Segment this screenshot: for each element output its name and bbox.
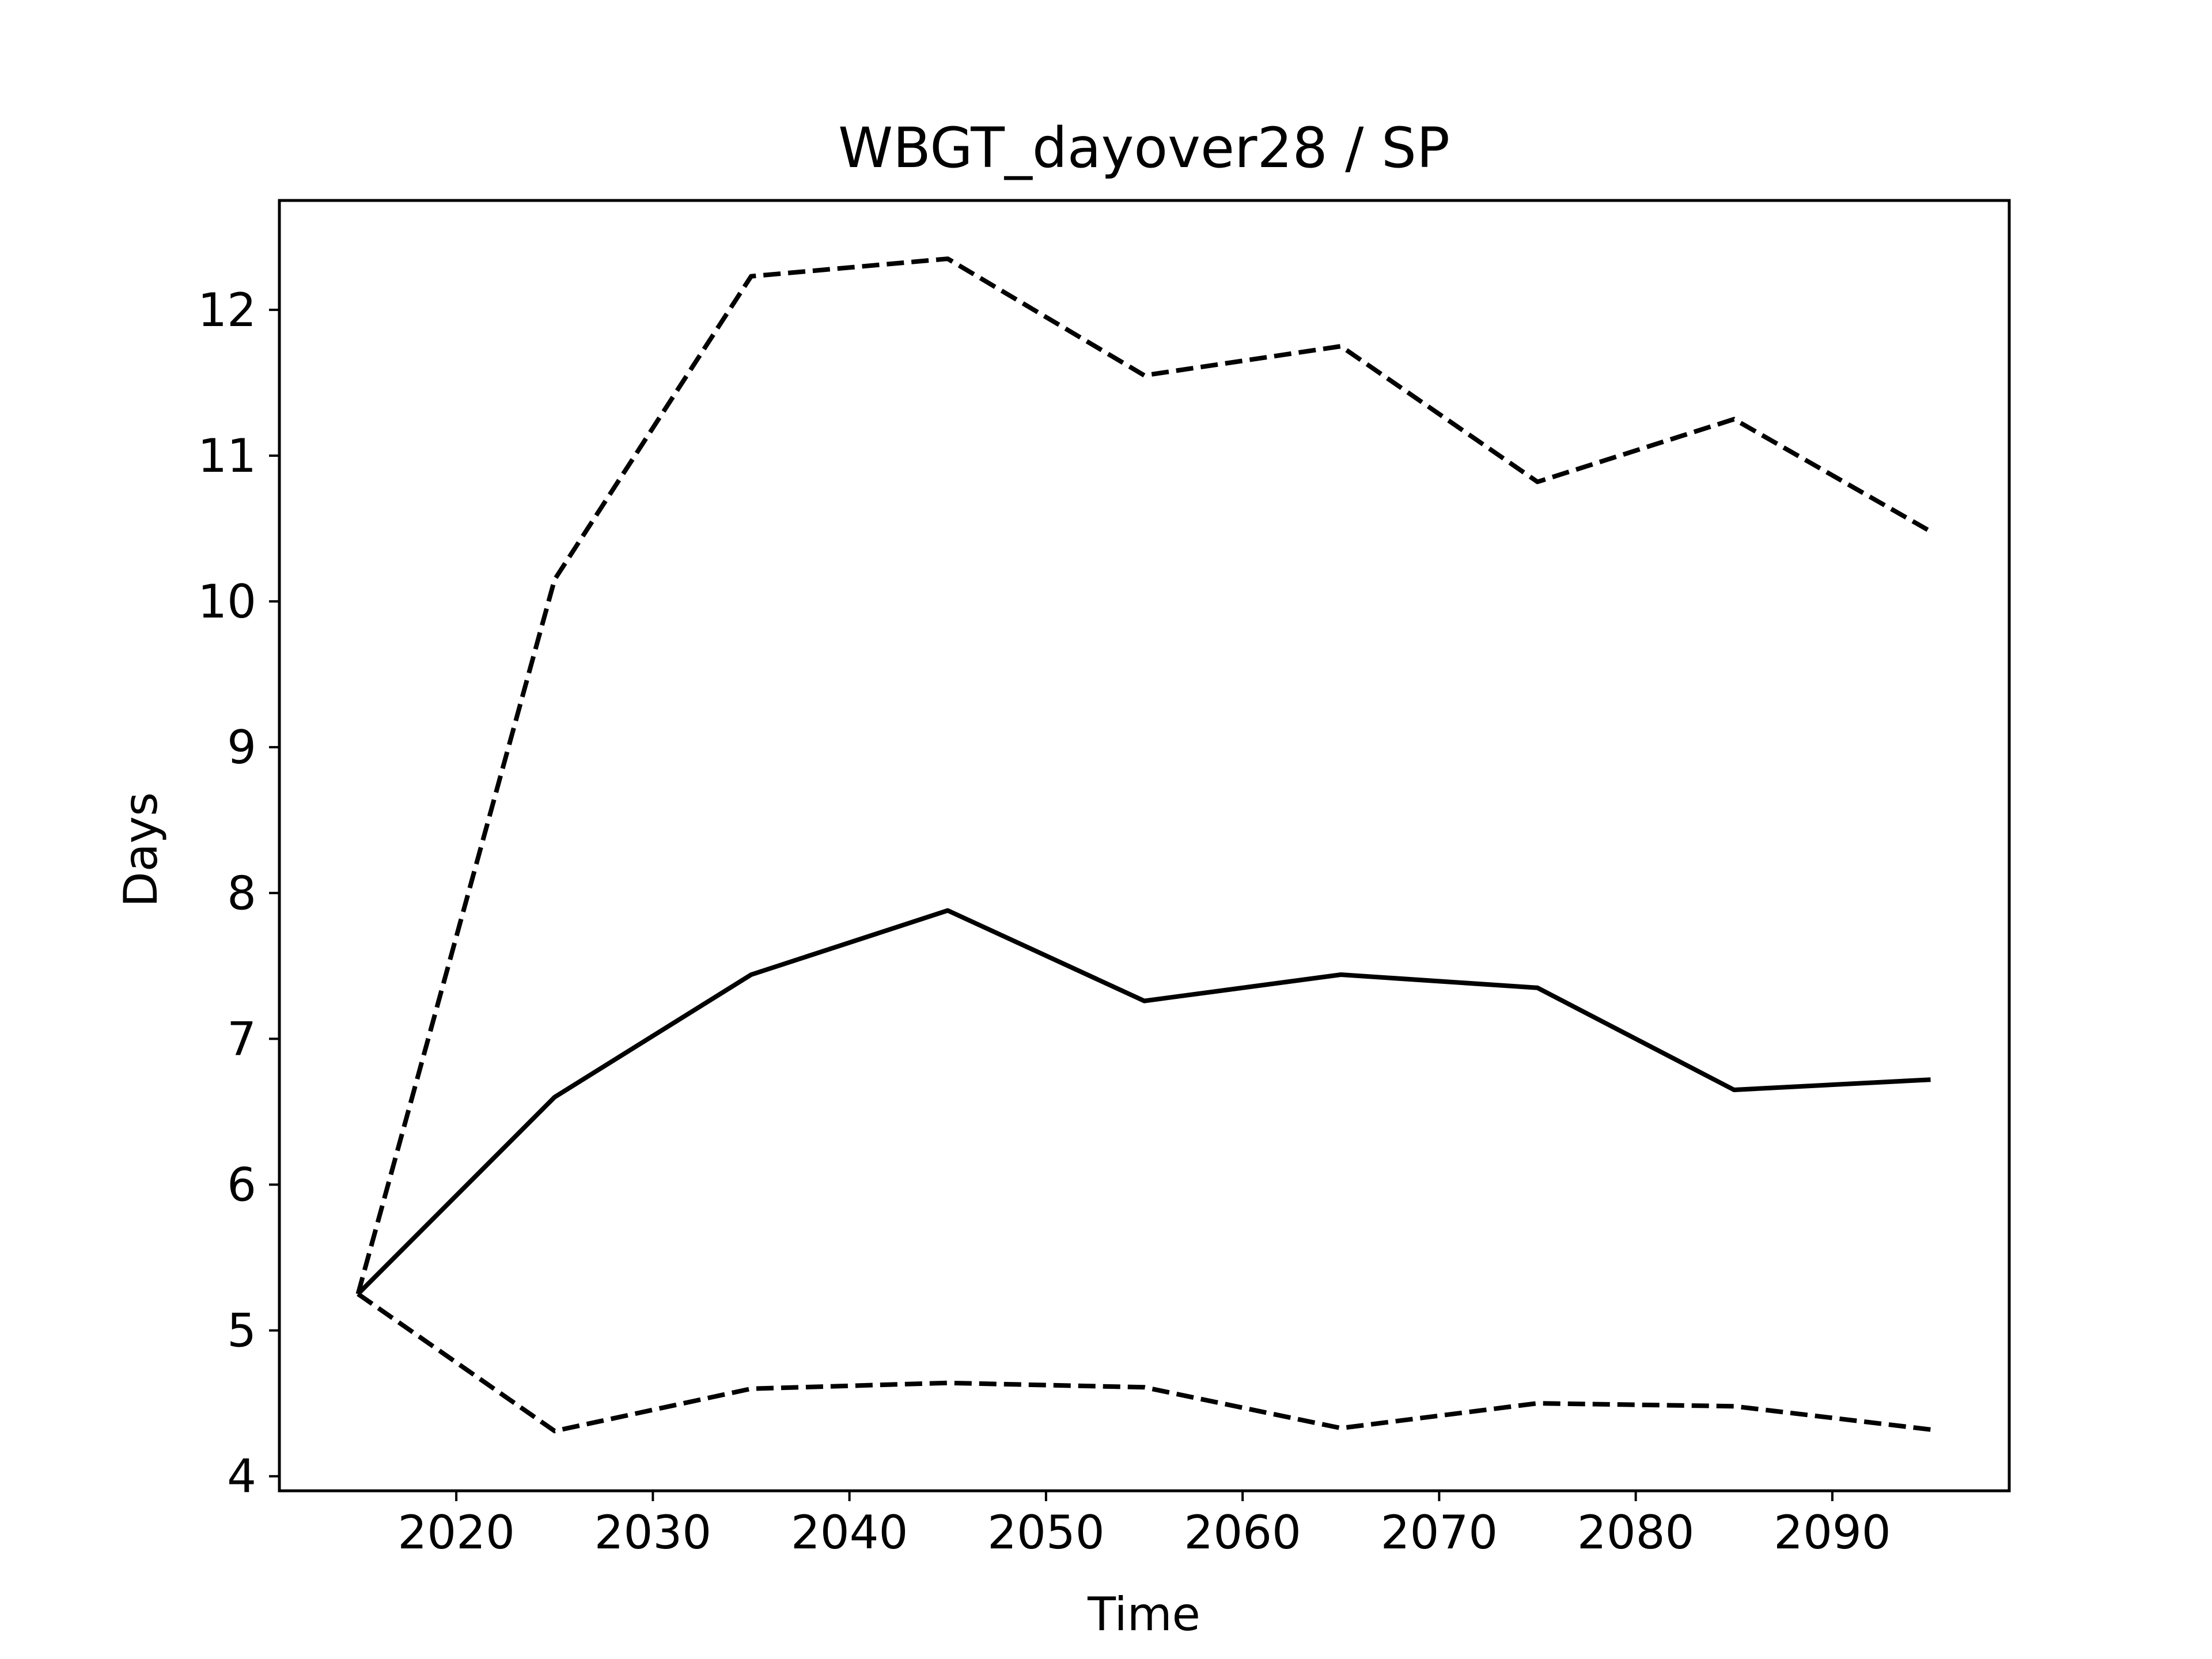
y-tick-label: 11 [198,429,256,483]
x-tick-label: 2030 [594,1506,712,1559]
plot-area-frame [278,199,2011,1493]
x-tick-label: 2090 [1774,1506,1891,1559]
y-tick-label: 9 [227,721,256,774]
y-tick-label: 10 [198,575,256,628]
y-tick-label: 6 [227,1158,256,1211]
series-line-solid [356,908,1931,1296]
x-tick-label: 2070 [1381,1506,1498,1559]
ticks-layer: 2020 2030 2040 2050 2060 2070 2080 2090 4 5 6 7 8 9 10… [198,283,1891,1559]
y-tick-label: 4 [227,1450,256,1503]
y-tick-label: 12 [198,283,256,337]
x-tick-label: 2080 [1577,1506,1695,1559]
x-tick-label: 2020 [397,1506,515,1559]
y-tick-label: 8 [227,866,256,920]
y-tick-label: 5 [227,1304,256,1358]
series-line-dashed-lower [357,1292,1931,1434]
series-layer [355,256,1932,1434]
x-tick-label: 2040 [791,1506,908,1559]
chart-title: WBGT_dayover28 / SP [838,116,1450,180]
x-tick-label: 2060 [1184,1506,1301,1559]
x-axis-label: Time [1087,1588,1200,1641]
x-tick-label: 2050 [987,1506,1105,1559]
y-tick-label: 7 [227,1012,256,1066]
y-axis-label: Days [114,792,168,907]
